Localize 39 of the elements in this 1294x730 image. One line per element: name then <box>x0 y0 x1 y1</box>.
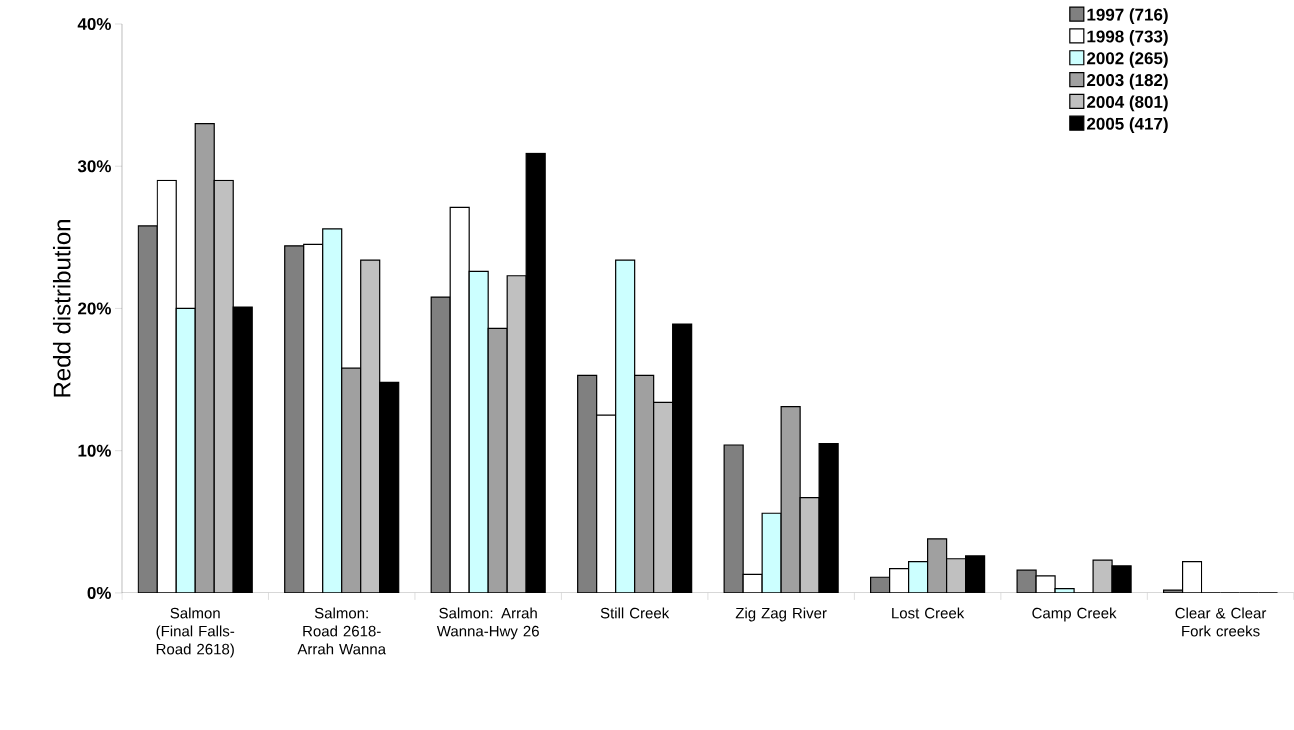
bar <box>430 296 451 593</box>
x-tick-label: Camp Creek <box>1032 607 1117 622</box>
legend-label: 2002 (265) <box>1087 51 1168 68</box>
legend-label: 2005 (417) <box>1087 117 1168 134</box>
bar <box>468 270 489 593</box>
bar <box>577 374 598 593</box>
x-tick-label: Still Creek <box>600 607 670 619</box>
bar <box>175 307 196 593</box>
legend-label: 1997 (716) <box>1087 8 1168 25</box>
y-tick-label: 0% <box>87 586 111 599</box>
y-tick-label: 30% <box>77 160 111 173</box>
bar <box>194 123 215 593</box>
bar <box>284 245 305 593</box>
bar <box>341 367 362 593</box>
bar <box>653 401 674 593</box>
bar <box>946 558 967 593</box>
legend-label: 2003 (182) <box>1087 73 1168 90</box>
x-tick-label: Salmon: Road 2618-Arrah Wanna <box>297 607 387 655</box>
y-tick-label: 10% <box>78 444 111 457</box>
x-tick-label: Salmon: Arrah Wanna-Hwy 26 <box>436 607 539 640</box>
y-tick-label: 20% <box>78 302 111 315</box>
legend-label: 1998 (733) <box>1087 30 1168 46</box>
bar <box>908 561 929 593</box>
bar <box>322 228 343 593</box>
bar <box>213 179 234 593</box>
x-tick-label: Clear & Clear Fork creeks <box>1175 607 1267 637</box>
bar <box>137 225 158 593</box>
x-tick-label: Lost Creek <box>892 607 965 619</box>
legend-label: 2004 (801) <box>1087 95 1168 112</box>
y-axis-title: Redd distribution <box>52 220 71 397</box>
bar <box>487 327 508 593</box>
bar <box>360 259 381 593</box>
bar <box>634 374 655 593</box>
bar <box>927 538 948 593</box>
bar <box>506 275 527 593</box>
bar <box>615 259 636 593</box>
x-tick-label: Zig Zag River <box>735 607 827 622</box>
y-tick-label: 40% <box>77 18 111 31</box>
x-tick-label: Salmon (Final Falls-Road 2618) <box>156 607 235 658</box>
